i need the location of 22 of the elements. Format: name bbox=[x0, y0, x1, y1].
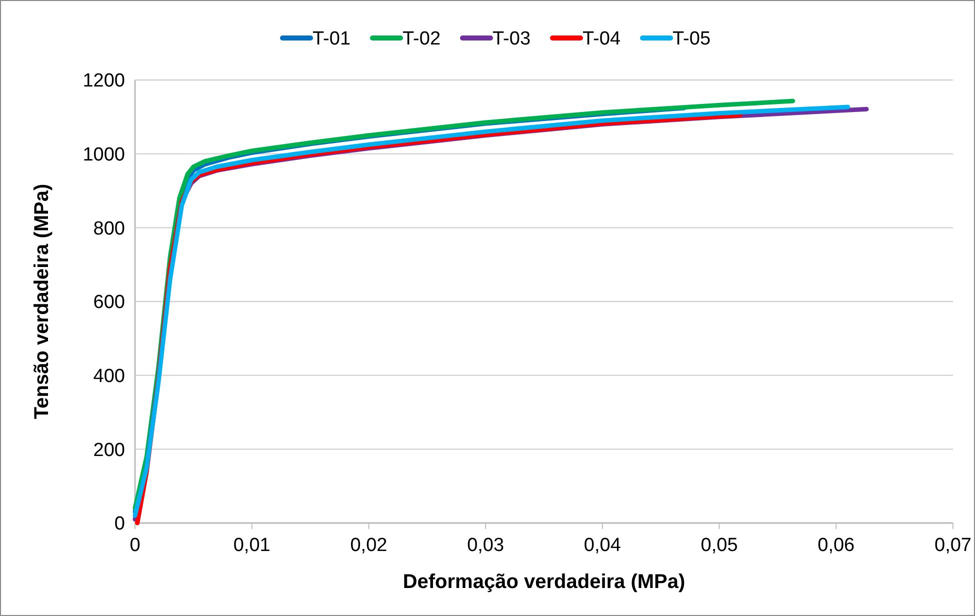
y-tick-label: 400 bbox=[93, 366, 125, 387]
legend-label: T-03 bbox=[492, 28, 531, 50]
y-tick-label: 0 bbox=[114, 514, 125, 535]
x-tick-label: 0,01 bbox=[233, 535, 270, 556]
x-tick-label: 0,02 bbox=[350, 535, 388, 556]
x-tick-label: 0,05 bbox=[700, 535, 738, 556]
legend-label: T-02 bbox=[402, 28, 441, 50]
x-tick-label: 0,03 bbox=[467, 535, 504, 556]
x-tick-label: 0,07 bbox=[934, 535, 972, 556]
y-tick-label: 1000 bbox=[82, 144, 125, 166]
legend-label: T-05 bbox=[672, 28, 711, 50]
x-axis-title: Deformação verdadeira (MPa) bbox=[402, 571, 686, 593]
x-tick-label: 0 bbox=[130, 535, 140, 556]
y-tick-label: 200 bbox=[93, 440, 125, 461]
legend-label: T-01 bbox=[312, 28, 351, 50]
x-tick-label: 0,06 bbox=[818, 535, 855, 556]
y-tick-label: 600 bbox=[93, 292, 125, 314]
y-tick-label: 800 bbox=[93, 218, 125, 240]
y-tick-label: 1200 bbox=[82, 70, 125, 92]
y-axis-title: Tensão verdadeira (MPa) bbox=[31, 184, 53, 420]
x-tick-label: 0,04 bbox=[584, 535, 622, 556]
legend-label: T-04 bbox=[582, 28, 621, 50]
